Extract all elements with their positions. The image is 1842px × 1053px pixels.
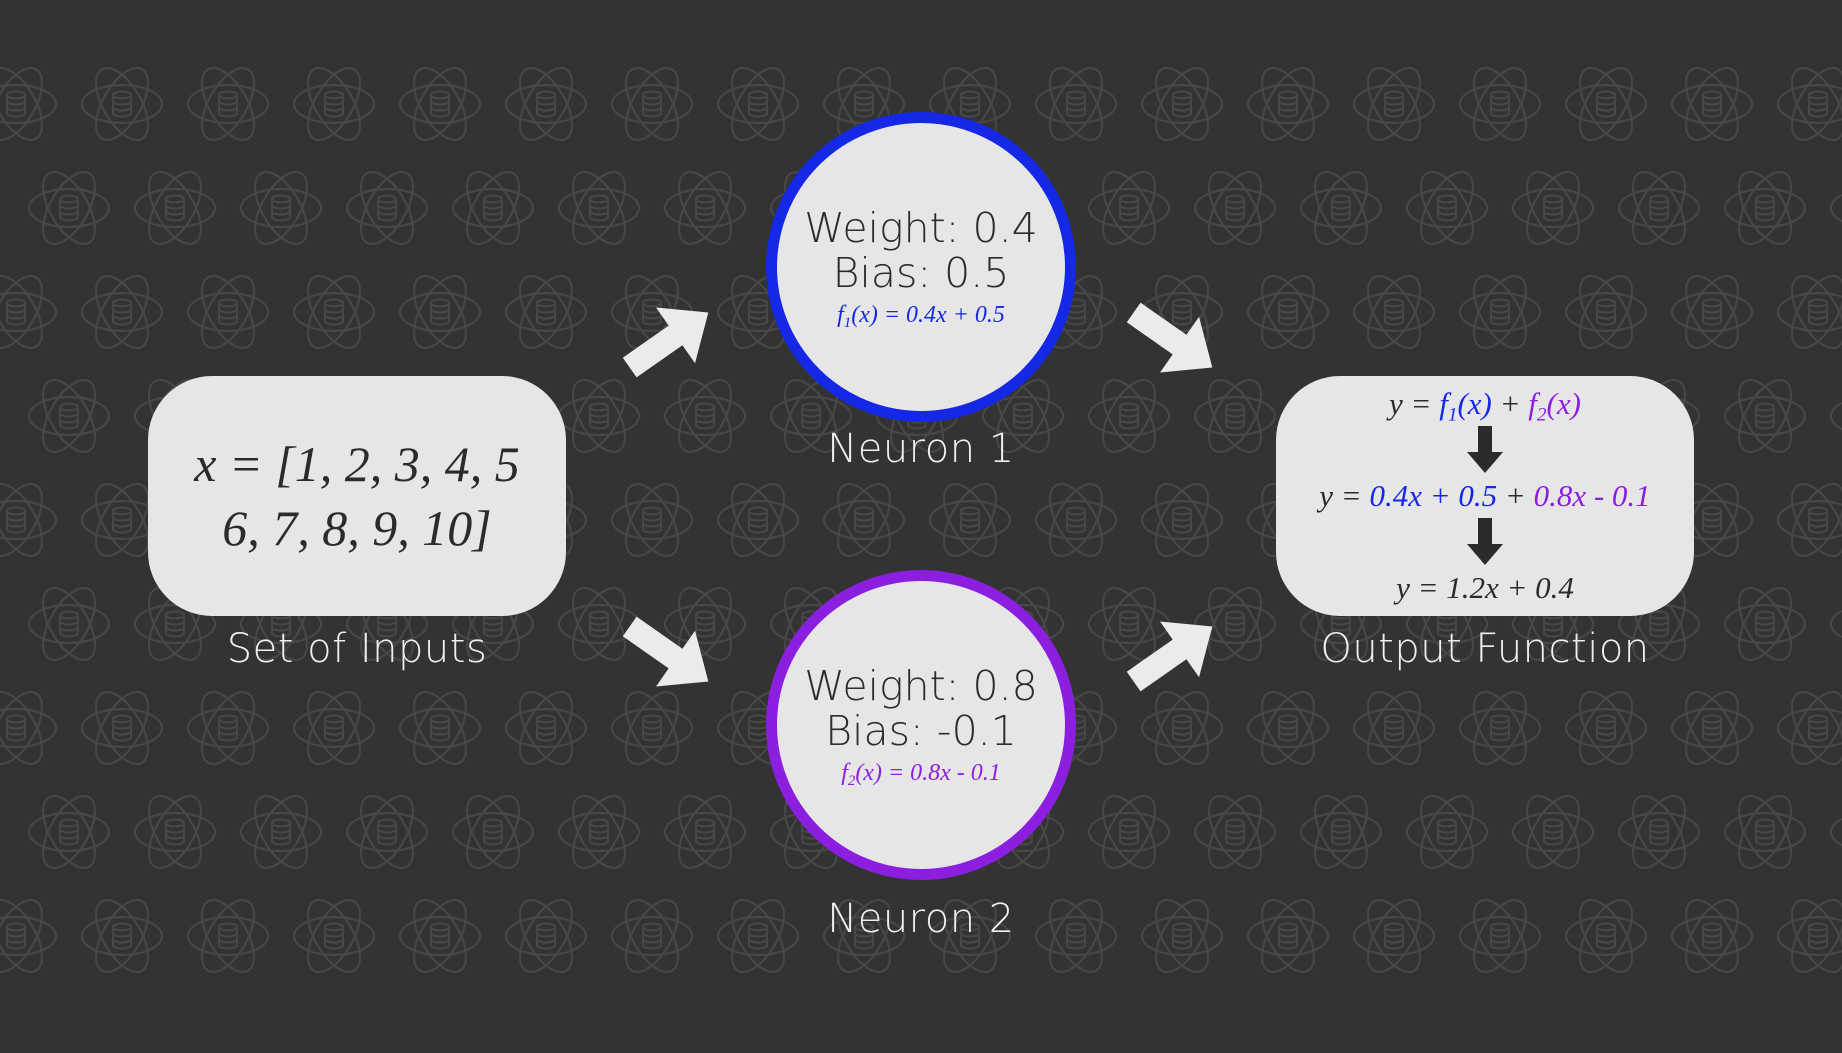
output-line-1: y = f1(x) + f2(x) xyxy=(1389,386,1581,426)
inputs-line-2: 6, 7, 8, 9, 10] xyxy=(222,500,492,556)
down-arrow-icon xyxy=(1467,426,1503,473)
neuron-1: Weight: 0.4 Bias: 0.5 f1(x) = 0.4x + 0.5 xyxy=(766,112,1076,422)
neuron-2: Weight: 0.8 Bias: -0.1 f2(x) = 0.8x - 0.… xyxy=(766,570,1076,880)
arrow-icon-inputs-to-neuron-2 xyxy=(622,616,709,687)
neuron-2-weight: Weight: 0.8 xyxy=(804,661,1038,710)
down-arrow-icon xyxy=(1467,518,1503,565)
output-label: Output Function xyxy=(1320,626,1650,672)
output-box: y = f1(x) + f2(x) y = 0.4x + 0.5 + 0.8x … xyxy=(1276,376,1694,616)
inputs-line-1: x = [1, 2, 3, 4, 5 xyxy=(194,436,520,492)
output-line-2: y = 0.4x + 0.5 + 0.8x - 0.1 xyxy=(1319,478,1651,513)
neuron-1-weight: Weight: 0.4 xyxy=(804,203,1038,252)
arrow-icon-neuron-2-to-output xyxy=(1126,621,1213,692)
neuron-1-bias: Bias: 0.5 xyxy=(832,248,1010,297)
output-line-3: y = 1.2x + 0.4 xyxy=(1396,570,1574,605)
neuron-1-label: Neuron 1 xyxy=(827,426,1015,472)
neuron-1-formula: f1(x) = 0.4x + 0.5 xyxy=(837,301,1005,331)
inputs-box: x = [1, 2, 3, 4, 5 6, 7, 8, 9, 10] xyxy=(148,376,566,616)
neuron-2-formula: f2(x) = 0.8x - 0.1 xyxy=(841,759,1001,789)
inputs-label: Set of Inputs xyxy=(226,626,488,672)
arrow-icon-neuron-1-to-output xyxy=(1126,302,1213,373)
arrow-icon-inputs-to-neuron-1 xyxy=(622,307,709,378)
neuron-2-bias: Bias: -0.1 xyxy=(825,706,1017,755)
neuron-2-label: Neuron 2 xyxy=(827,896,1015,942)
